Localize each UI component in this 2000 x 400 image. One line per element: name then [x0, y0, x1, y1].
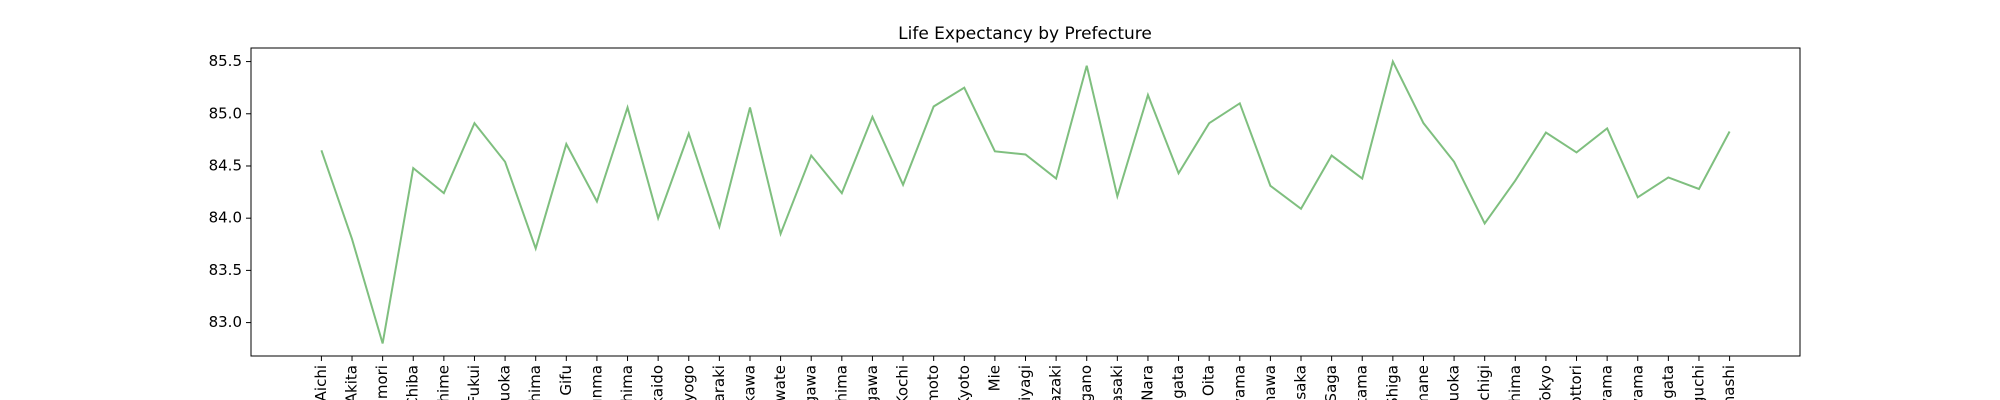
x-tick-label: Mie [985, 365, 1003, 391]
x-tick-label: Tottori [1567, 365, 1585, 400]
x-tick-label: Tochigi [1475, 365, 1493, 400]
x-tick-label: Ehime [434, 365, 452, 400]
x-tick-label: Niigata [1169, 365, 1187, 400]
x-tick-label: Wakayama [1628, 365, 1646, 400]
x-tick-label: Hiroshima [618, 365, 636, 400]
x-tick-label: Kochi [894, 365, 912, 400]
y-tick-label: 83.5 [209, 261, 242, 279]
x-tick-label: Gunma [587, 365, 605, 400]
x-tick-label: Tokushima [1506, 365, 1524, 400]
chart-title: Life Expectancy by Prefecture [898, 24, 1152, 44]
x-tick-label: Iwate [771, 365, 789, 400]
x-tick-label: Kyoto [955, 365, 973, 400]
y-tick-label: 84.0 [209, 209, 242, 227]
x-tick-label: Okayama [1230, 365, 1248, 400]
y-tick-label: 84.5 [209, 156, 242, 174]
x-tick-label: Ibaraki [710, 365, 728, 400]
y-tick-label: 85.5 [209, 52, 242, 70]
x-tick-label: Osaka [1292, 365, 1310, 400]
x-tick-label: Toyama [1598, 365, 1616, 400]
x-tick-label: Oita [1200, 365, 1218, 396]
x-tick-label: Fukushima [526, 365, 544, 400]
line-series [320, 58, 1731, 344]
x-tick-label: Yamaguchi [1689, 365, 1707, 400]
y-tick-label: 85.0 [209, 104, 242, 122]
x-tick-label: Fukui [465, 365, 483, 400]
x-tick-label: Miyazaki [1047, 365, 1065, 400]
x-tick-label: Okinawa [1261, 365, 1279, 400]
x-tick-label: Saga [1322, 365, 1340, 400]
plot-frame [250, 47, 1801, 357]
x-tick-label: Nagasaki [1108, 365, 1126, 400]
x-tick-label: Aichi [312, 365, 330, 400]
x-tick-label: Kanagawa [863, 365, 881, 400]
x-tick-label: Fukuoka [496, 365, 514, 400]
x-tick-label: Kumamoto [924, 365, 942, 400]
x-tick-label: Shimane [1414, 365, 1432, 400]
x-tick-label: Miyagi [1016, 365, 1034, 400]
x-tick-label: Shiga [1383, 365, 1401, 400]
x-tick-label: Nagano [1077, 365, 1095, 400]
x-tick-label: Nara [1138, 365, 1156, 400]
x-tick-label: Yamagata [1659, 365, 1677, 400]
x-tick-label: Aomori [373, 365, 391, 400]
x-tick-label: Chiba [404, 365, 422, 400]
x-tick-label: Yamanashi [1720, 365, 1738, 400]
x-tick-label: Kagoshima [832, 365, 850, 400]
x-tick-label: Gifu [557, 365, 575, 396]
x-tick-label: Shizuoka [1445, 365, 1463, 400]
x-tick-label: Kagawa [802, 365, 820, 400]
x-tick-label: Saitama [1353, 365, 1371, 400]
y-tick-label: 83.0 [209, 313, 242, 331]
x-tick-label: Ishikawa [740, 365, 758, 400]
x-tick-label: Hokkaido [649, 365, 667, 400]
x-tick-label: Hyogo [679, 365, 697, 400]
x-tick-label: Tokyo [1536, 365, 1554, 400]
x-tick-label: Akita [343, 365, 361, 400]
